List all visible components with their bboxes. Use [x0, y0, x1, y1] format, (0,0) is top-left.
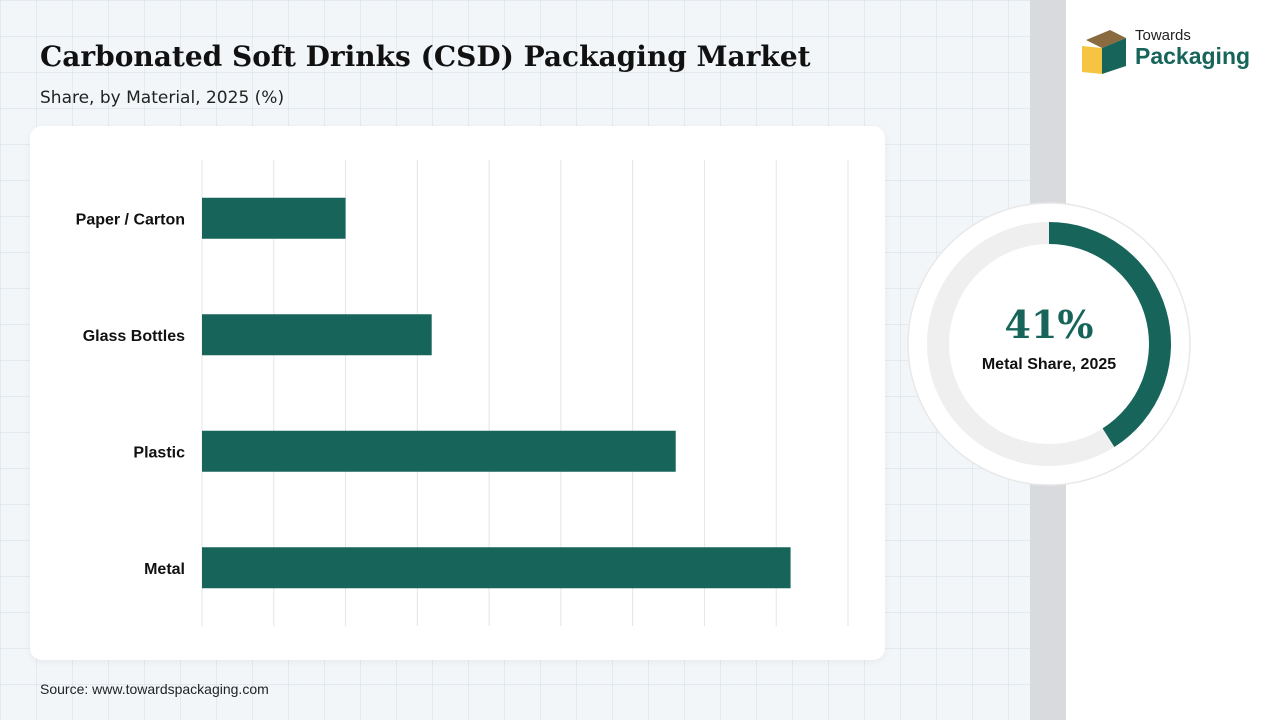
- logo-text-packaging: Packaging: [1135, 43, 1251, 69]
- page-subtitle: Share, by Material, 2025 (%): [40, 88, 285, 108]
- bar-metal: [202, 547, 791, 589]
- donut-outer-ring: [907, 202, 1191, 486]
- category-label: Metal: [144, 561, 185, 578]
- donut-caption: Metal Share, 2025: [981, 356, 1117, 373]
- metal-share-donut: 41% Metal Share, 2025: [905, 200, 1193, 488]
- logo-text-towards: Towards: [1135, 27, 1191, 44]
- bar-chart: Paper / Carton Glass Bottles Plastic Metal: [76, 160, 849, 626]
- bar-plastic: [202, 430, 676, 472]
- bar-paper-carton: [202, 197, 346, 239]
- brand-logo: Towards Packaging: [1080, 26, 1260, 82]
- category-label: Glass Bottles: [83, 328, 185, 345]
- donut-value-arc: [1048, 222, 1171, 447]
- page-title: Carbonated Soft Drinks (CSD) Packaging M…: [40, 40, 811, 73]
- donut-chart: [907, 202, 1191, 486]
- bar-glass-bottles: [202, 314, 432, 356]
- category-label: Paper / Carton: [76, 211, 185, 228]
- box-icon: [1082, 30, 1126, 74]
- source-note: Source: www.towardspackaging.com: [40, 681, 269, 697]
- category-label: Plastic: [133, 444, 185, 461]
- chart-card: Paper / Carton Glass Bottles Plastic Metal: [30, 126, 885, 660]
- donut-value: 41%: [1004, 302, 1094, 347]
